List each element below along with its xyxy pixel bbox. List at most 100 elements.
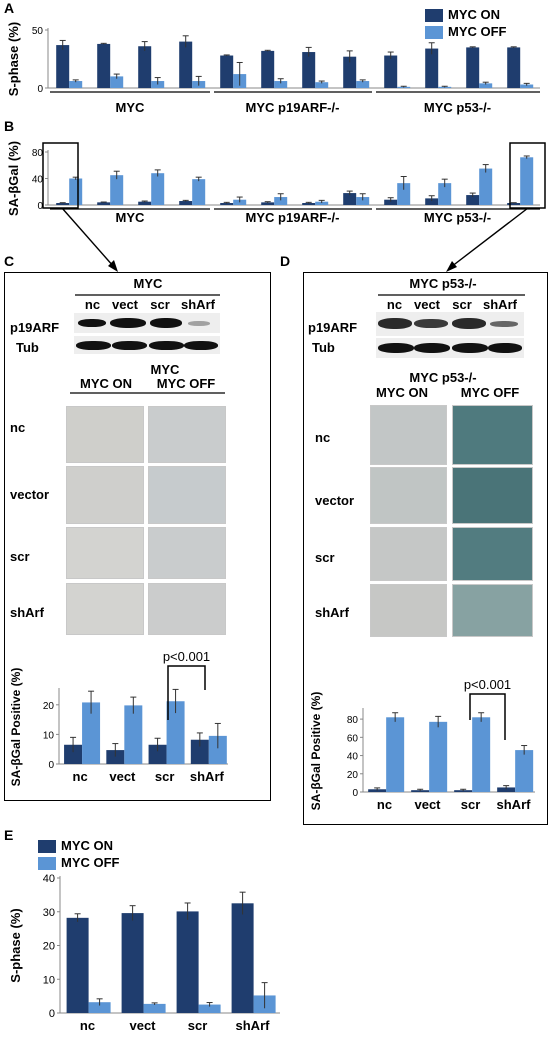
c-micro-scr-off	[148, 527, 226, 579]
group-label-b-p19: MYC p19ARF-/-	[245, 210, 340, 225]
x-tick-label: shArf	[236, 1018, 271, 1033]
y-tick-label: 0	[37, 201, 43, 212]
bar-MYC-1-on	[56, 203, 70, 205]
legend-top: MYC ON MYC OFF	[425, 6, 507, 40]
bar-p19-1-on	[220, 203, 234, 205]
c-lane-nc: nc	[84, 297, 101, 312]
bar-p53-4-on	[507, 47, 521, 88]
bar-p53-4-off	[520, 157, 534, 205]
bar-p53-2-on	[425, 198, 439, 205]
y-tick-label: 0	[37, 84, 43, 95]
arrowhead-c	[108, 260, 118, 272]
legend-e-item-off: MYC OFF	[38, 854, 120, 871]
bar-p19-4-off	[356, 81, 370, 88]
c-row-nc: nc	[10, 420, 26, 435]
y-axis-label: S-phase (%)	[6, 22, 21, 96]
bar-scr-on	[176, 911, 199, 1013]
c-micro-sharf-off	[148, 583, 226, 635]
x-tick-label: vect	[414, 797, 441, 812]
bar-shArf-off	[515, 750, 534, 792]
x-tick-label: shArf	[497, 797, 532, 812]
bar-shArf-on	[497, 787, 516, 792]
bar-MYC-3-off	[151, 81, 165, 88]
y-tick-label: 10	[43, 730, 55, 741]
bar-MYC-2-on	[97, 202, 111, 205]
y-tick-label: 40	[347, 752, 359, 763]
chart-b: 0 40 80 SA-βGal (%)	[6, 141, 540, 216]
y-axis-label: S-phase (%)	[8, 908, 23, 982]
c-blot-label-tub: Tub	[16, 340, 39, 355]
bar-MYC-1-on	[56, 45, 70, 88]
y-tick-label: 80	[32, 148, 44, 159]
panel-label-e: E	[4, 827, 14, 843]
d-micro-nc-on	[370, 405, 447, 465]
y-axis-label: SA-βGal (%)	[6, 141, 21, 216]
bar-p53-2-on	[425, 48, 439, 88]
c-micro-nc-off	[148, 406, 226, 463]
d-micro-scr-off	[452, 527, 533, 581]
bar-p19-1-on	[220, 55, 234, 88]
bar-nc-off	[88, 1002, 111, 1013]
arrow-to-c	[61, 207, 115, 268]
bar-scr-off	[166, 701, 185, 764]
bar-p53-1-on	[384, 199, 398, 205]
d-blot-label-tub: Tub	[312, 340, 335, 355]
c-stain-title: MYC	[150, 362, 180, 377]
c-col-off: MYC OFF	[156, 376, 216, 391]
d-row-vector: vector	[315, 493, 355, 508]
x-tick-label: nc	[80, 1018, 95, 1033]
d-lane-vect: vect	[413, 297, 441, 312]
x-tick-label: vect	[129, 1018, 156, 1033]
d-row-scr: scr	[315, 550, 335, 565]
d-stain-title: MYC p53-/-	[409, 370, 477, 385]
legend-e-label-on: MYC ON	[61, 838, 113, 853]
bar-p53-3-off	[479, 83, 493, 88]
c-micro-vector-off	[148, 466, 226, 524]
bar-p19-3-on	[302, 52, 316, 88]
chart-a: 0 50 S-phase (%)	[6, 22, 540, 96]
bar-scr-on	[148, 744, 167, 764]
group-label-a-p19: MYC p19ARF-/-	[245, 100, 340, 115]
bar-scr-off	[472, 717, 491, 792]
d-blot-label-p19: p19ARF	[308, 320, 358, 335]
bar-p53-4-on	[507, 203, 521, 205]
c-lane-vect: vect	[111, 297, 139, 312]
d-col-off: MYC OFF	[460, 385, 520, 400]
panel-d-box	[303, 272, 548, 825]
c-blot-p19	[74, 313, 220, 333]
bar-p19-2-on	[261, 202, 275, 205]
y-tick-label: 30	[43, 907, 55, 919]
c-micro-sharf-on	[66, 583, 144, 635]
d-micro-vector-off	[452, 467, 533, 524]
y-tick-label: 60	[347, 733, 359, 744]
bar-vect-off	[143, 1003, 166, 1013]
d-col-on: MYC ON	[376, 385, 428, 400]
d-row-nc: nc	[315, 430, 331, 445]
bar-p19-3-off	[315, 201, 329, 205]
y-tick-label: 0	[49, 1008, 55, 1020]
bar-MYC-1-off	[69, 81, 83, 88]
arrow-to-d	[450, 207, 529, 268]
bar-MYC-2-on	[97, 43, 111, 88]
y-axis-label: SA-βGal Positive (%)	[9, 668, 23, 787]
legend-label-off: MYC OFF	[448, 24, 507, 39]
y-tick-label: 50	[32, 26, 44, 37]
c-row-vector: vector	[10, 487, 50, 502]
bar-p53-3-on	[466, 47, 480, 88]
bar-p53-3-off	[479, 168, 493, 205]
legend-item-off: MYC OFF	[425, 23, 507, 40]
group-label-b-p53: MYC p53-/-	[423, 210, 492, 225]
c-micro-vector-on	[66, 466, 144, 524]
bar-p19-4-on	[343, 193, 357, 205]
x-tick-label: vect	[109, 769, 136, 784]
y-tick-label: 40	[43, 873, 55, 885]
panel-label-c: C	[4, 253, 15, 269]
y-tick-label: 0	[352, 788, 358, 799]
d-lane-sharf: shArf	[483, 297, 517, 312]
panel-c-box	[4, 272, 271, 801]
highlight-box-myc	[42, 142, 79, 209]
bar-p53-2-off	[438, 183, 452, 205]
legend-item-on: MYC ON	[425, 6, 507, 23]
bar-MYC-2-off	[110, 76, 124, 88]
x-tick-label: shArf	[190, 769, 225, 784]
